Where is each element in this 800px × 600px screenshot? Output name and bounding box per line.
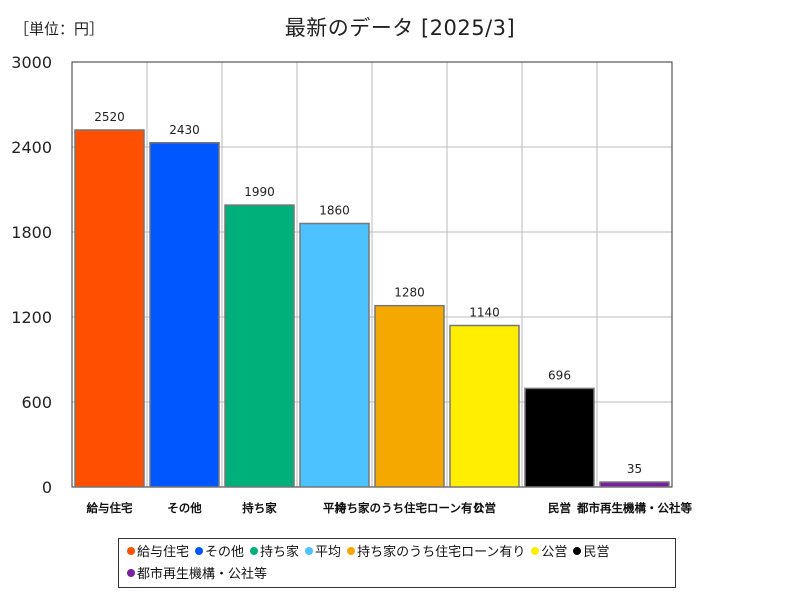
bar-4 xyxy=(299,222,370,488)
unit-label: ［単位：円］ xyxy=(14,20,105,38)
bar-1 xyxy=(74,129,145,488)
legend-swatch xyxy=(250,547,259,555)
legend-swatch xyxy=(347,547,356,555)
legend-item: 公営 xyxy=(531,542,567,564)
legend-swatch xyxy=(127,547,135,555)
chart-title: 最新のデータ [2025/3] xyxy=(284,16,516,40)
data-label: 1860 xyxy=(319,204,350,218)
legend-label: 平均 xyxy=(315,545,342,560)
x-category-label: 都市再生機構・公社等 xyxy=(576,501,692,515)
legend-swatch xyxy=(127,569,135,577)
legend-swatch xyxy=(573,547,582,555)
legend-item: 都市再生機構・公社等 xyxy=(127,564,267,586)
bar-6 xyxy=(449,324,520,488)
data-label: 35 xyxy=(627,462,642,476)
bar-2 xyxy=(149,142,220,488)
x-category-label: 給与住宅 xyxy=(87,501,133,515)
plot-frame xyxy=(71,61,673,488)
y-tick-label: 2400 xyxy=(11,138,52,157)
y-tick-label: 0 xyxy=(42,478,52,497)
legend-label: 都市再生機構・公社等 xyxy=(137,567,268,582)
legend-swatch xyxy=(195,547,204,555)
x-category-label: その他 xyxy=(167,501,202,515)
legend-item: 持ち家のうち住宅ローン有り xyxy=(347,542,525,564)
y-tick-label: 1800 xyxy=(11,223,52,242)
legend-label: 公営 xyxy=(541,545,568,560)
y-tick-label: 600 xyxy=(21,393,52,412)
legend-item: 給与住宅 xyxy=(127,542,189,564)
bar-8 xyxy=(599,481,670,488)
legend-label: 民営 xyxy=(583,545,610,560)
y-tick-label: 3000 xyxy=(11,53,52,72)
x-category-label: 持ち家のうち住宅ローン有り xyxy=(335,501,484,515)
legend-swatch xyxy=(531,547,540,555)
x-category-label: 持ち家 xyxy=(242,501,277,515)
x-category-label: 公営 xyxy=(473,501,496,515)
legend-label: その他 xyxy=(205,545,245,560)
bar-3 xyxy=(224,204,295,488)
data-label: 2430 xyxy=(169,123,200,137)
x-category-label: 平均 xyxy=(323,501,346,515)
x-category-label: 民営 xyxy=(548,501,571,515)
legend-label: 持ち家 xyxy=(260,545,300,560)
legend-item: 平均 xyxy=(305,542,341,564)
legend-item: 持ち家 xyxy=(250,542,299,564)
legend-label: 持ち家のうち住宅ローン有り xyxy=(357,545,526,560)
data-label: 1140 xyxy=(469,306,500,320)
data-label: 1280 xyxy=(394,286,425,300)
data-label: 1990 xyxy=(244,185,275,199)
data-label: 2520 xyxy=(94,110,125,124)
chart-legend: 給与住宅 その他 持ち家 平均 持ち家のうち住宅ローン有り 公営 民営都市再生機構・公社等 xyxy=(118,538,676,588)
data-label: 696 xyxy=(548,368,571,382)
bar-5 xyxy=(374,304,445,488)
legend-item: 民営 xyxy=(573,542,609,564)
legend-item: その他 xyxy=(195,542,244,564)
y-tick-label: 1200 xyxy=(11,308,52,327)
bar-7 xyxy=(524,387,595,488)
legend-label: 給与住宅 xyxy=(137,545,190,560)
legend-swatch xyxy=(305,547,314,555)
